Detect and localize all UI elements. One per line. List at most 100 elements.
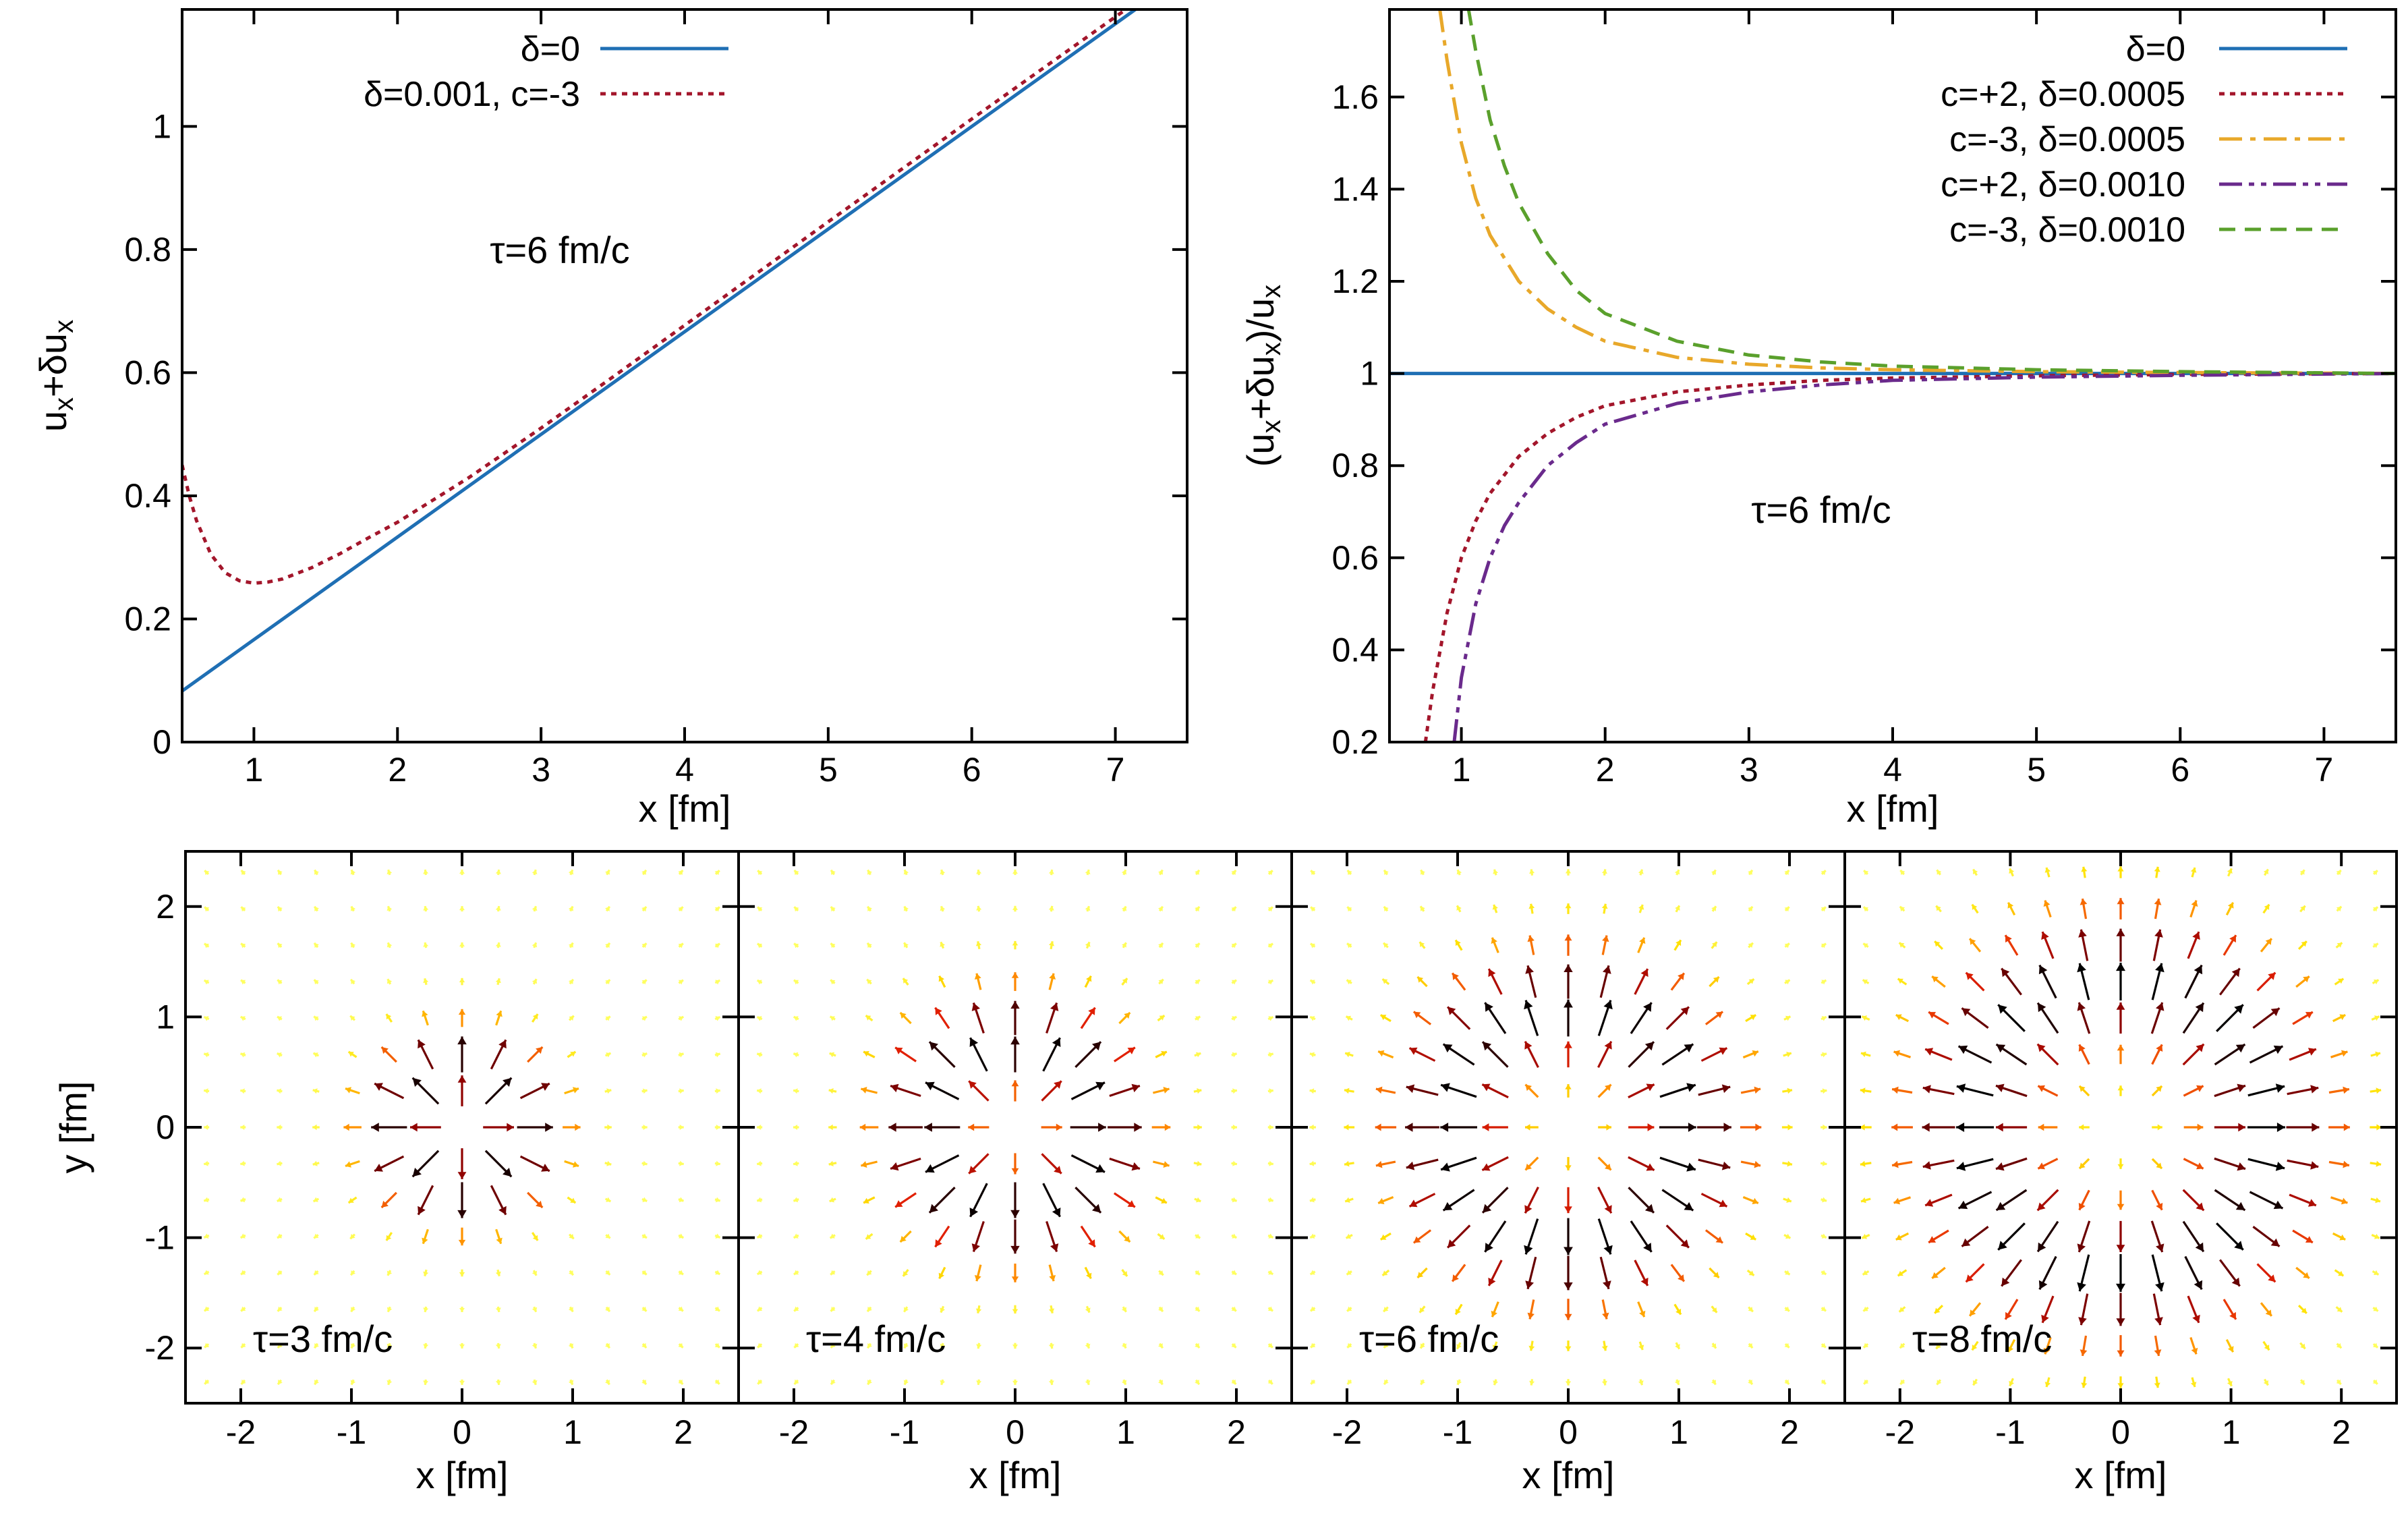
velocity-arrowhead bbox=[1928, 1236, 1937, 1243]
velocity-arrowhead bbox=[2227, 1346, 2234, 1353]
y-tick-label: 0.4 bbox=[124, 477, 171, 515]
velocity-arrowhead bbox=[1309, 1088, 1315, 1094]
velocity-arrowhead bbox=[573, 1161, 579, 1168]
velocity-arrowhead bbox=[2079, 1085, 2086, 1092]
velocity-arrowhead bbox=[1862, 1270, 1868, 1275]
velocity-arrowhead bbox=[1010, 1245, 1020, 1254]
velocity-arrowhead bbox=[2038, 965, 2048, 975]
velocity-arrowhead bbox=[1121, 1380, 1127, 1385]
velocity-arrowhead bbox=[1456, 905, 1462, 911]
velocity-arrowhead bbox=[976, 870, 982, 874]
velocity-arrowhead bbox=[351, 1343, 356, 1349]
velocity-arrowhead bbox=[830, 980, 836, 985]
velocity-arrowhead bbox=[1895, 1014, 1902, 1021]
velocity-arrowhead bbox=[1134, 1123, 1142, 1132]
velocity-arrowhead bbox=[1012, 1380, 1018, 1385]
velocity-arrowhead bbox=[2043, 1347, 2051, 1355]
velocity-arrowhead bbox=[2038, 1280, 2048, 1290]
velocity-arrowhead bbox=[1345, 1197, 1350, 1203]
velocity-arrowhead bbox=[1384, 870, 1389, 875]
velocity-arrowhead bbox=[1784, 1306, 1789, 1311]
velocity-arrowhead bbox=[1525, 965, 1534, 974]
velocity-arrowhead bbox=[1674, 870, 1680, 875]
velocity-arrowhead bbox=[641, 870, 646, 875]
y-tick-label: 0 bbox=[152, 723, 171, 761]
x-tick-label: -1 bbox=[1443, 1413, 1472, 1451]
velocity-arrowhead bbox=[605, 1343, 610, 1349]
velocity-arrowhead bbox=[1310, 1270, 1315, 1275]
velocity-arrowhead bbox=[350, 1380, 356, 1385]
velocity-arrowhead bbox=[969, 1208, 979, 1217]
velocity-arrowhead bbox=[2303, 1272, 2310, 1278]
velocity-arrowhead bbox=[929, 1204, 938, 1213]
velocity-arrowhead bbox=[2196, 1202, 2204, 1211]
velocity-arrowhead bbox=[863, 1051, 869, 1057]
velocity-arrowhead bbox=[1195, 907, 1200, 912]
velocity-arrowhead bbox=[2156, 1085, 2162, 1092]
velocity-arrowhead bbox=[2270, 1238, 2280, 1247]
velocity-arrowhead bbox=[1787, 1160, 1792, 1167]
velocity-arrowhead bbox=[2044, 868, 2051, 873]
velocity-arrowhead bbox=[2276, 1123, 2285, 1132]
velocity-arrowhead bbox=[2080, 899, 2088, 905]
velocity-arrowhead bbox=[277, 907, 283, 912]
velocity-arrowhead bbox=[678, 907, 683, 912]
velocity-arrowhead bbox=[312, 1088, 318, 1094]
velocity-arrowhead bbox=[1267, 1342, 1273, 1348]
velocity-arrowhead bbox=[1048, 905, 1054, 911]
velocity-arrowhead bbox=[2077, 1002, 2086, 1011]
velocity-arrowhead bbox=[974, 973, 981, 980]
velocity-arrowhead bbox=[1605, 1163, 1611, 1170]
velocity-arrowhead bbox=[641, 907, 647, 912]
y-tick-label: 1.4 bbox=[1331, 170, 1379, 208]
velocity-arrowhead bbox=[1524, 1245, 1533, 1255]
velocity-arrowhead bbox=[1011, 1276, 1019, 1282]
velocity-arrowhead bbox=[935, 1007, 942, 1015]
velocity-arrowhead bbox=[1973, 1380, 1978, 1386]
velocity-arrowhead bbox=[1524, 1205, 1532, 1214]
velocity-arrowhead bbox=[495, 942, 501, 947]
velocity-arrowhead bbox=[2117, 1350, 2125, 1357]
velocity-arrowhead bbox=[386, 870, 393, 875]
velocity-arrowhead bbox=[351, 906, 356, 911]
velocity-arrowhead bbox=[2081, 1382, 2088, 1388]
velocity-arrowhead bbox=[2154, 1317, 2163, 1326]
velocity-arrowhead bbox=[1048, 1380, 1054, 1385]
velocity-arrowhead bbox=[865, 1234, 871, 1239]
velocity-arrowhead bbox=[1447, 1007, 1456, 1015]
velocity-arrowhead bbox=[1525, 1280, 1534, 1289]
velocity-arrowhead bbox=[351, 979, 355, 984]
velocity-arrowhead bbox=[1267, 943, 1273, 949]
velocity-arrowhead bbox=[1525, 1163, 1532, 1170]
y-tick-label: 1 bbox=[152, 107, 171, 145]
velocity-arrowhead bbox=[314, 1306, 319, 1312]
velocity-arrowhead bbox=[757, 907, 763, 912]
velocity-arrowhead bbox=[1860, 1087, 1866, 1094]
velocity-arrowhead bbox=[351, 942, 356, 948]
velocity-arrowhead bbox=[1786, 1197, 1791, 1203]
velocity-arrowhead bbox=[240, 1125, 245, 1130]
velocity-arrowhead bbox=[241, 980, 246, 985]
velocity-arrowhead bbox=[1455, 940, 1461, 946]
velocity-arrowhead bbox=[1647, 1123, 1655, 1131]
velocity-arrowhead bbox=[1452, 1274, 1459, 1282]
velocity-arrowhead bbox=[1996, 1044, 2006, 1053]
velocity-arrowhead bbox=[2038, 1123, 2044, 1131]
velocity-arrowhead bbox=[1048, 870, 1054, 874]
velocity-arrowhead bbox=[2195, 1242, 2204, 1252]
velocity-arrowhead bbox=[1639, 1310, 1646, 1318]
velocity-arrowhead bbox=[641, 1016, 647, 1021]
velocity-arrowhead bbox=[312, 1124, 317, 1131]
velocity-arrowhead bbox=[2227, 1380, 2233, 1386]
velocity-arrowhead bbox=[503, 1077, 512, 1087]
velocity-arrowhead bbox=[2043, 900, 2051, 907]
vector-panel-0: -2 -1 0 1 2 -2 -1 0 1 2 x [fm] τ=3 fm/c bbox=[145, 850, 740, 1496]
velocity-arrowhead bbox=[757, 1125, 762, 1130]
velocity-arrowhead bbox=[716, 1160, 720, 1166]
velocity-arrowhead bbox=[1639, 937, 1646, 944]
velocity-arrowhead bbox=[1711, 1343, 1716, 1349]
velocity-arrowhead bbox=[1012, 1309, 1019, 1314]
velocity-arrowhead bbox=[345, 1087, 351, 1094]
velocity-arrowhead bbox=[1419, 942, 1425, 947]
